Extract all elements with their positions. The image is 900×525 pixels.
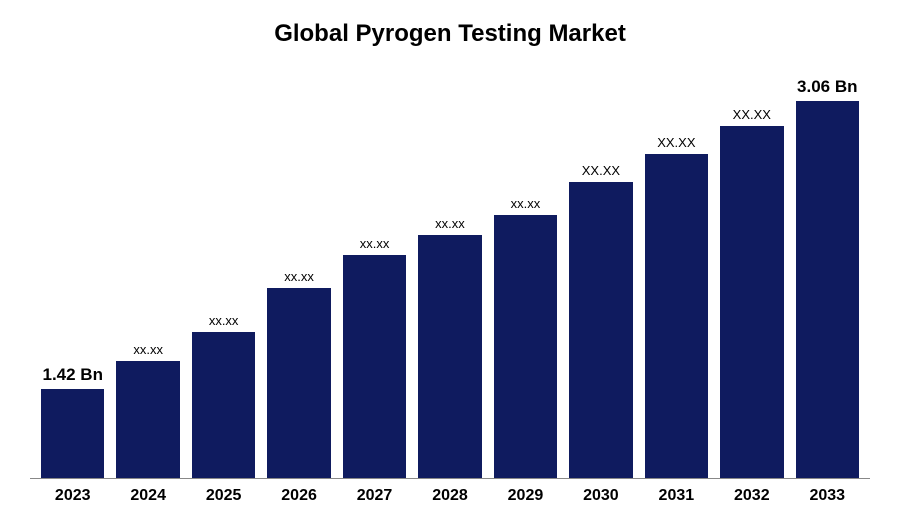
bar-value-label: 1.42 Bn [42,365,102,385]
x-axis: 2023202420252026202720282029203020312032… [30,479,870,505]
chart-title: Global Pyrogen Testing Market [30,20,870,48]
x-axis-label: 2033 [790,487,865,505]
bar-value-label: xx.xx [284,269,314,284]
bar-value-label: xx.xx [133,342,163,357]
x-axis-label: 2025 [186,487,261,505]
bar-group: XX.XX [563,73,638,478]
bar-group: xx.xx [412,73,487,478]
bar-value-label: 3.06 Bn [797,77,857,97]
bar-value-label: xx.xx [360,236,390,251]
bar-group: xx.xx [337,73,412,478]
bar [116,361,179,478]
bar-group: 1.42 Bn [35,73,110,478]
bar-value-label: XX.XX [733,107,771,122]
bar-value-label: XX.XX [582,163,620,178]
bar-group: 3.06 Bn [790,73,865,478]
bar-value-label: XX.XX [657,135,695,150]
bar [720,126,783,478]
x-axis-label: 2026 [261,487,336,505]
bar [494,215,557,478]
bar [343,255,406,478]
bar-group: XX.XX [639,73,714,478]
x-axis-label: 2027 [337,487,412,505]
bar-group: xx.xx [110,73,185,478]
bar [418,235,481,478]
bar-value-label: xx.xx [209,313,239,328]
bar-group: xx.xx [488,73,563,478]
bar-value-label: xx.xx [511,196,541,211]
bar-group: xx.xx [186,73,261,478]
bar-value-label: xx.xx [435,216,465,231]
chart-container: Global Pyrogen Testing Market 1.42 Bn xx.… [0,0,900,525]
x-axis-label: 2028 [412,487,487,505]
x-axis-label: 2023 [35,487,110,505]
bar [41,389,104,478]
bar [192,332,255,478]
bar [569,182,632,478]
bar-group: XX.XX [714,73,789,478]
x-axis-label: 2031 [639,487,714,505]
bar [645,154,708,478]
x-axis-label: 2024 [110,487,185,505]
bar-group: xx.xx [261,73,336,478]
x-axis-label: 2032 [714,487,789,505]
bar [796,101,859,478]
plot-area: 1.42 Bn xx.xx xx.xx xx.xx xx.xx xx.xx xx.xx XX.… [30,73,870,479]
bar [267,288,330,478]
x-axis-label: 2029 [488,487,563,505]
x-axis-label: 2030 [563,487,638,505]
